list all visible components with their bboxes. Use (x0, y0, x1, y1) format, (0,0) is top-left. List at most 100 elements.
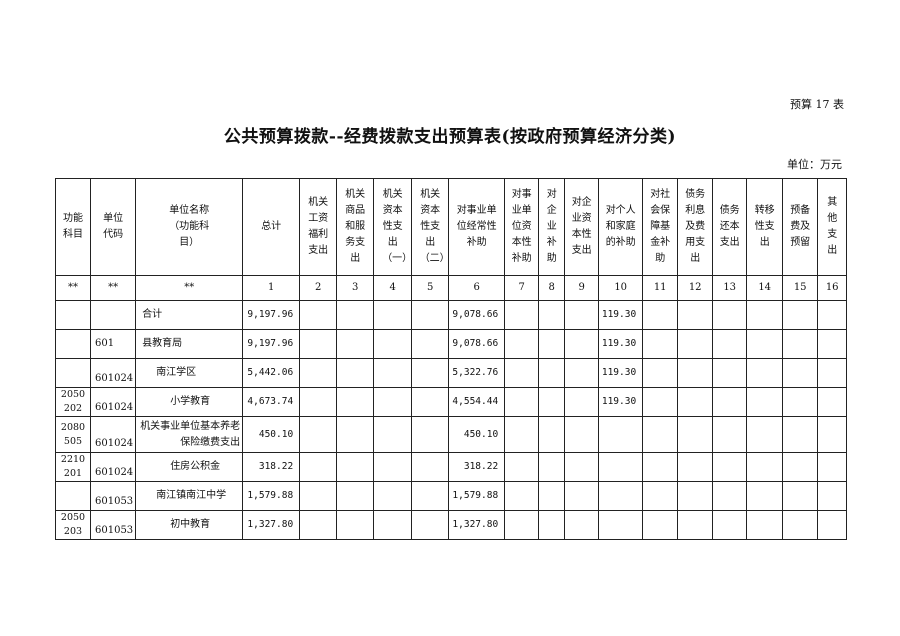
amount-cell-11 (642, 510, 679, 540)
amount-cell-7 (504, 329, 540, 359)
unit-label: 单位：万元 (787, 158, 842, 171)
column-header: 对事业单位经常性补助 (448, 178, 506, 276)
amount-cell-14 (746, 300, 784, 330)
amount-cell-10: 119.30 (598, 300, 644, 330)
unit-name-cell: 合计 (135, 300, 244, 330)
column-number: 6 (448, 275, 506, 301)
amount-cell-6: 1,579.88 (448, 481, 506, 511)
column-header: 机关工资福利支出 (299, 178, 338, 276)
amount-cell-4 (373, 329, 413, 359)
column-number: ** (89, 275, 137, 301)
column-header-label: 对事业单位资本性补助 (511, 189, 532, 264)
column-number: 2 (299, 275, 338, 301)
amount-cell-15 (782, 358, 819, 388)
amount-cell-2 (299, 300, 338, 330)
column-header: 单位名称（功能科目） (135, 178, 244, 276)
amount-cell-5 (411, 510, 450, 540)
amount-cell-7 (504, 510, 540, 540)
column-header-label: 机关资本性支出（二） (419, 189, 450, 264)
amount-cell-6: 318.22 (448, 452, 506, 482)
unit-name-cell: 县教育局 (135, 329, 244, 359)
amount-cell-10 (598, 510, 644, 540)
column-number: 15 (782, 275, 819, 301)
unit-name-cell: 小学教育 (135, 387, 244, 417)
amount-cell-11 (642, 358, 679, 388)
amount-cell-16 (817, 300, 848, 330)
amount-cell-16 (817, 329, 848, 359)
amount-cell-15 (782, 510, 819, 540)
function-code-cell (55, 481, 91, 511)
column-number: 5 (411, 275, 450, 301)
amount-cell-15 (782, 300, 819, 330)
amount-cell-13 (712, 510, 748, 540)
amount-cell-12 (677, 329, 714, 359)
amount-cell-3 (336, 300, 375, 330)
amount-cell-12 (677, 387, 714, 417)
column-number: 9 (564, 275, 600, 301)
amount-cell-14 (746, 329, 784, 359)
column-header: 对企业资本性支出 (564, 178, 600, 276)
amount-cell-6: 1,327.80 (448, 510, 506, 540)
amount-cell-6: 9,078.66 (448, 300, 506, 330)
budget-table: 功能科目 单位代码 单位名称（功能科目） 总计 机关工资福利支出 机关商品和服务支出 机关资… (55, 178, 848, 540)
amount-cell-6: 9,078.66 (448, 329, 506, 359)
amount-cell-12 (677, 481, 714, 511)
amount-cell-4 (373, 387, 413, 417)
column-header: 对企业补助 (538, 178, 566, 276)
column-header: 债务还本支出 (712, 178, 748, 276)
amount-cell-5 (411, 387, 450, 417)
amount-cell-2 (299, 510, 338, 540)
function-code-cell (55, 358, 91, 388)
unit-code-cell: 601024 (89, 452, 137, 482)
table-row: 601 县教育局 9,197.96 9,078.66 119.30 (55, 329, 848, 359)
amount-cell-6: 450.10 (448, 416, 506, 453)
column-number: ** (135, 275, 244, 301)
amount-cell-11 (642, 329, 679, 359)
column-header: 对社会保障基金补助 (642, 178, 679, 276)
amount-cell-6: 4,554.44 (448, 387, 506, 417)
amount-cell-3 (336, 510, 375, 540)
column-header: 其他支出 (817, 178, 848, 276)
amount-cell-5 (411, 481, 450, 511)
amount-cell-8 (538, 416, 566, 453)
amount-cell-10 (598, 481, 644, 511)
column-number: 14 (746, 275, 784, 301)
column-number: 4 (373, 275, 413, 301)
amount-cell-3 (336, 452, 375, 482)
amount-cell-14 (746, 510, 784, 540)
amount-cell-4 (373, 481, 413, 511)
amount-cell-2 (299, 358, 338, 388)
function-code-line: 202 (63, 403, 83, 414)
amount-cell-10 (598, 416, 644, 453)
amount-cell-8 (538, 358, 566, 388)
column-header: 机关商品和服务支出 (336, 178, 375, 276)
column-header-label: 对企业资本性支出 (571, 197, 592, 256)
unit-code-cell (89, 300, 137, 330)
amount-cell-13 (712, 358, 748, 388)
amount-cell-12 (677, 510, 714, 540)
unit-name-cell: 机关事业单位基本养老保险缴费支出 (135, 416, 244, 453)
amount-cell-7 (504, 387, 540, 417)
table-row: 601024 南江学区 5,442.06 5,322.76 119.30 (55, 358, 848, 388)
amount-cell-16 (817, 510, 848, 540)
amount-cell-2 (299, 452, 338, 482)
amount-cell-7 (504, 300, 540, 330)
column-number: 12 (677, 275, 714, 301)
column-number-row: ** ** ** 1 2 3 4 5 6 7 8 9 10 11 12 13 14 15 16 (55, 275, 848, 301)
page-title: 公共预算拨款--经费拨款支出预算表(按政府预算经济分类) (223, 127, 677, 147)
column-header: 总计 (242, 178, 301, 276)
unit-name-cell: 初中教育 (135, 510, 244, 540)
table-row: 2080 505 601024 机关事业单位基本养老保险缴费支出 450.10 450.1… (55, 416, 848, 453)
amount-cell-3 (336, 416, 375, 453)
amount-cell-7 (504, 358, 540, 388)
amount-cell-7 (504, 416, 540, 453)
amount-cell-8 (538, 300, 566, 330)
unit-name-cell: 南江学区 (135, 358, 244, 388)
amount-cell-11 (642, 481, 679, 511)
function-code-cell: 2050 202 (55, 387, 91, 417)
total-cell: 9,197.96 (242, 329, 301, 359)
amount-cell-14 (746, 416, 784, 453)
column-number: 16 (817, 275, 848, 301)
column-header: 功能科目 (55, 178, 91, 276)
amount-cell-14 (746, 481, 784, 511)
